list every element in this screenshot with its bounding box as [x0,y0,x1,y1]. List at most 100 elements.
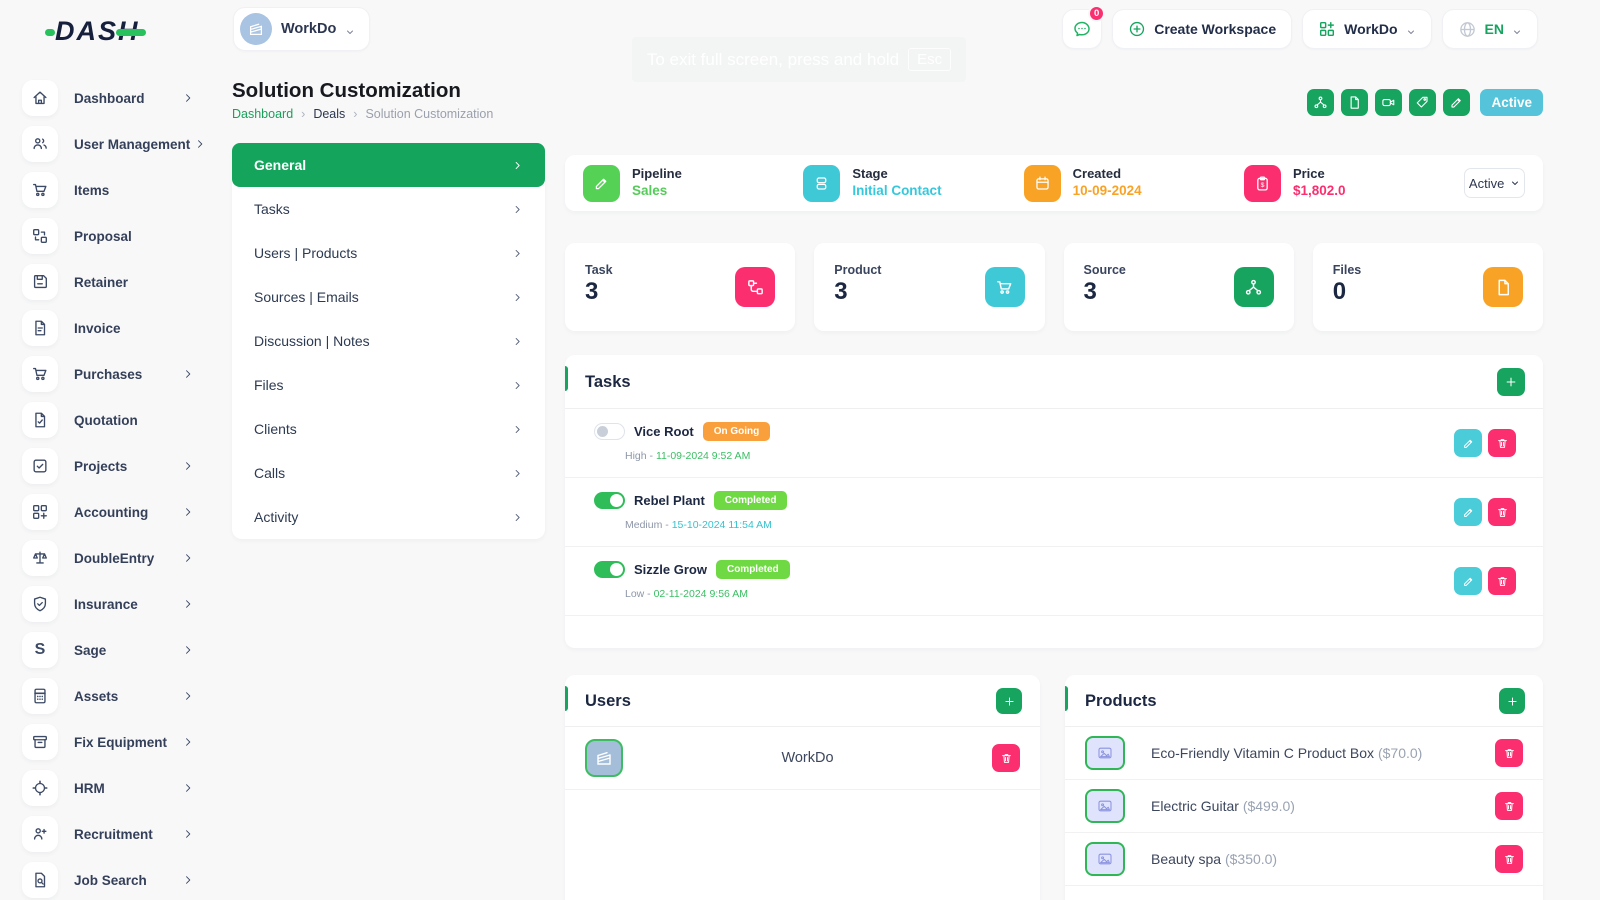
menu-item-files[interactable]: Files [232,363,545,407]
tag-action-button[interactable] [1409,89,1437,116]
workspace-switcher[interactable]: WorkDo [233,7,371,51]
delete-product-button[interactable] [1495,739,1523,767]
menu-item-activity[interactable]: Activity [232,495,545,539]
menu-item-tasks[interactable]: Tasks [232,187,545,231]
language-selector[interactable]: EN [1441,9,1538,49]
quotation-icon [22,402,58,438]
menu-item-sources-emails[interactable]: Sources | Emails [232,275,545,319]
create-workspace-label: Create Workspace [1154,21,1277,37]
pencil-icon [1451,98,1462,108]
chevron-right-icon [182,736,194,748]
delete-task-button[interactable] [1488,567,1516,595]
delete-product-button[interactable] [1495,792,1523,820]
deal-menu: General Tasks Users | Products Sources |… [232,143,545,539]
trash-icon [1497,507,1507,517]
building-icon [597,752,611,765]
menu-item-clients[interactable]: Clients [232,407,545,451]
edit-task-button[interactable] [1454,498,1482,526]
trash-icon [1497,438,1507,448]
chevron-right-icon [182,828,194,840]
chevron-right-icon [182,874,194,886]
menu-item-users-products[interactable]: Users | Products [232,231,545,275]
edit-task-button[interactable] [1454,429,1482,457]
sidebar-item-invoice[interactable]: Invoice [22,310,194,346]
database-icon [803,164,841,202]
stat-card-product: Product 3 [814,243,1045,331]
chevron-right-icon [512,468,523,479]
delete-user-button[interactable] [992,744,1020,772]
breadcrumb-separator: › [301,107,306,121]
chat-button[interactable]: 0 [1062,5,1106,49]
building-icon [249,23,263,36]
hierarchy-icon [735,267,776,307]
chevron-right-icon [182,598,194,610]
sidebar-item-proposal[interactable]: Proposal [22,218,194,254]
create-workspace-button[interactable]: Create Workspace [1112,9,1293,49]
task-status-badge: On Going [702,422,771,441]
sidebar-item-accounting[interactable]: Accounting [22,494,194,530]
plus-icon [1004,696,1014,706]
breadcrumb-deals[interactable]: Deals [313,107,346,121]
chevron-right-icon [182,460,194,472]
plus-icon [1507,696,1517,706]
price-clipboard-icon: $ [1243,164,1281,202]
sidebar-item-assets[interactable]: Assets [22,678,194,714]
sidebar-item-items[interactable]: Items [22,172,194,208]
cart-icon [22,172,58,208]
calculator-icon [22,678,58,714]
sidebar-item-projects[interactable]: Projects [22,448,194,484]
sidebar-item-insurance[interactable]: Insurance [22,586,194,622]
svg-text:$: $ [1261,181,1265,188]
delete-task-button[interactable] [1488,498,1516,526]
chat-icon [1074,21,1090,37]
sidebar-item-purchases[interactable]: Purchases [22,356,194,392]
stats-row: Task 3 Product 3 Source 3 Files 0 [565,243,1543,331]
chevron-right-icon [512,160,523,171]
delete-task-button[interactable] [1488,429,1516,457]
sidebar-item-retainer[interactable]: Retainer [22,264,194,300]
file-action-button[interactable] [1341,89,1369,116]
sidebar-item-fix-equipment[interactable]: Fix Equipment [22,724,194,760]
task-complete-toggle[interactable] [594,492,625,509]
sidebar-item-quotation[interactable]: Quotation [22,402,194,438]
sidebar-item-recruitment[interactable]: Recruitment [22,816,194,852]
sitemap-icon [1314,96,1328,109]
plus-icon [1506,377,1516,387]
project-check-icon [22,448,58,484]
menu-item-general[interactable]: General [232,143,545,187]
task-complete-toggle[interactable] [594,423,625,440]
overview-pipeline: Pipeline Sales [583,164,803,202]
menu-item-discussion-notes[interactable]: Discussion | Notes [232,319,545,363]
add-user-button[interactable] [996,688,1022,714]
sidebar-item-sage[interactable]: S Sage [22,632,194,668]
plus-circle-icon [1130,21,1145,37]
users-header: Users [565,675,1040,727]
tasks-title: Tasks [585,372,631,391]
video-action-button[interactable] [1375,89,1403,116]
stat-card-source: Source 3 [1063,243,1294,331]
deal-status-select[interactable]: Active [1464,168,1525,198]
product-name: Eco-Friendly Vitamin C Product Box ($70.… [1151,745,1423,761]
sidebar-item-user-management[interactable]: User Management [22,126,203,162]
breadcrumb-dashboard[interactable]: Dashboard [232,107,294,121]
edit-action-button[interactable] [1443,89,1471,116]
add-task-button[interactable] [1497,368,1525,396]
sitemap-icon [1233,267,1274,307]
sidebar-item-job-search[interactable]: Job Search [22,862,194,898]
sidebar-item-doubleentry[interactable]: DoubleEntry [22,540,194,576]
pencil-icon [583,164,620,202]
breadcrumb-current: Solution Customization [365,107,494,121]
task-complete-toggle[interactable] [594,561,625,578]
edit-task-button[interactable] [1454,567,1482,595]
sidebar-item-hrm[interactable]: HRM [22,770,194,806]
menu-item-calls[interactable]: Calls [232,451,545,495]
grid-plus-icon [1320,21,1335,37]
add-product-button[interactable] [1499,688,1525,714]
trash-icon [1001,753,1011,763]
tag-icon [1417,96,1429,108]
sidebar-item-dashboard[interactable]: Dashboard [22,80,194,116]
app-menu-button[interactable]: WorkDo [1302,9,1432,49]
sitemap-action-button[interactable] [1307,89,1335,116]
delete-product-button[interactable] [1495,845,1523,873]
